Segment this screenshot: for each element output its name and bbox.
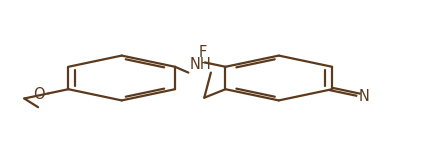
Text: F: F: [199, 45, 207, 60]
Text: NH: NH: [190, 57, 211, 72]
Text: O: O: [33, 87, 45, 102]
Text: N: N: [359, 88, 370, 104]
